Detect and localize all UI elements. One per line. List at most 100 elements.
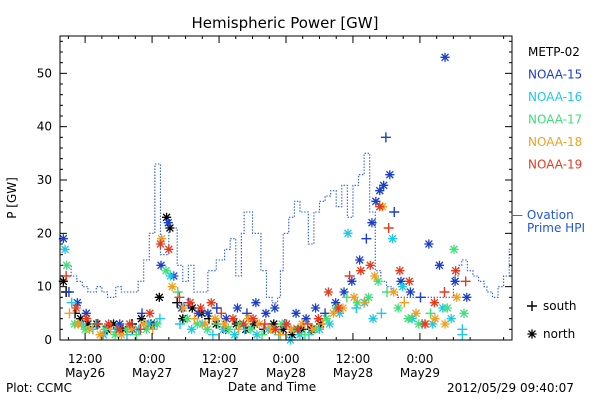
point-north (371, 196, 381, 206)
x-tick-time: 0:00 (139, 352, 166, 366)
point-south (457, 329, 468, 340)
point-south (460, 276, 471, 287)
x-tick-time: 0:00 (273, 352, 300, 366)
legend-ovation: — Ovation (511, 208, 574, 222)
point-north (145, 308, 155, 318)
point-north (365, 260, 375, 270)
y-tick-label: 40 (37, 120, 52, 134)
legend-item: NOAA-17 (528, 113, 582, 127)
point-south (259, 319, 270, 329)
point-north (139, 319, 149, 329)
point-north (385, 170, 395, 180)
point-north (223, 324, 234, 334)
x-tick-time: 12:00 (202, 352, 237, 366)
point-north (368, 314, 378, 324)
point-north (185, 298, 195, 308)
x-tick-date: May28 (266, 366, 306, 380)
point-north (152, 319, 162, 329)
point-north (370, 271, 380, 281)
point-north (84, 324, 95, 334)
point-north (103, 319, 114, 329)
point-north (343, 228, 353, 238)
point-south (216, 308, 227, 319)
point-north (200, 319, 210, 329)
legend-item: NOAA-16 (528, 90, 582, 104)
point-north (230, 330, 240, 340)
point-south (172, 287, 183, 297)
point-north (393, 303, 403, 313)
series-noaa-19 (61, 202, 471, 335)
point-north (449, 244, 459, 254)
point-north (404, 276, 414, 286)
point-north (331, 298, 341, 308)
x-tick-date: May29 (400, 366, 440, 380)
y-tick-label: 0 (44, 333, 52, 347)
point-south (211, 303, 222, 313)
point-north (442, 303, 452, 313)
point-north (403, 314, 413, 324)
point-north (440, 52, 450, 62)
point-north (154, 292, 164, 302)
point-south (317, 319, 328, 329)
point-south (344, 271, 355, 281)
point-north (81, 308, 91, 318)
legend-item: METP-02 (528, 45, 580, 59)
point-south (275, 329, 286, 340)
point-north (60, 244, 70, 254)
footer-credit: Plot: CCMC (6, 381, 72, 395)
point-north (161, 266, 171, 276)
point-north (249, 319, 259, 329)
point-north (323, 287, 334, 297)
point-north (414, 319, 424, 329)
point-north (161, 212, 172, 222)
point-north (269, 319, 279, 329)
point-north (156, 234, 167, 244)
point-north (398, 282, 408, 292)
point-north (373, 276, 383, 286)
x-axis-label: Date and Time (228, 380, 316, 394)
x-tick-date: May26 (65, 366, 105, 380)
point-north (420, 319, 430, 329)
point-north (126, 324, 137, 334)
legend: METP-02 NOAA-15 NOAA-16 NOAA-17 NOAA-18 NOAA-… (511, 45, 585, 341)
point-north (121, 324, 132, 334)
point-north (72, 298, 82, 308)
point-south (63, 287, 74, 297)
point-north (333, 303, 344, 313)
point-south (389, 207, 400, 217)
point-north (221, 314, 231, 324)
point-north (58, 234, 68, 244)
point-north (291, 308, 301, 318)
point-north (165, 223, 175, 233)
point-north (218, 324, 229, 334)
point-north (82, 314, 92, 324)
point-north (297, 319, 307, 329)
point-north (450, 276, 460, 286)
point-north (71, 303, 81, 313)
legend-item: NOAA-18 (528, 135, 582, 149)
point-north (367, 218, 377, 228)
point-north (286, 324, 296, 334)
point-north (281, 319, 292, 329)
point-north (411, 308, 421, 318)
point-north (301, 314, 311, 324)
point-north (295, 330, 305, 340)
point-north (73, 319, 84, 329)
marker-legend-label: north (543, 327, 575, 341)
point-south (425, 308, 436, 319)
point-south (66, 297, 77, 308)
y-tick-label: 20 (37, 226, 52, 240)
x-tick-date: May27 (199, 366, 239, 380)
y-tick-label: 50 (37, 66, 52, 80)
point-north (334, 308, 345, 318)
legend-item: NOAA-15 (528, 68, 582, 82)
series-noaa-15 (58, 52, 472, 334)
point-south (172, 297, 183, 308)
axes-layer: 0102030405012:00May260:00May2712:00May27… (37, 35, 513, 380)
point-north (270, 324, 280, 334)
point-north (389, 287, 399, 297)
series-noaa-18 (64, 202, 462, 340)
point-north (110, 330, 120, 340)
point-north (165, 271, 176, 281)
point-south (376, 308, 387, 319)
